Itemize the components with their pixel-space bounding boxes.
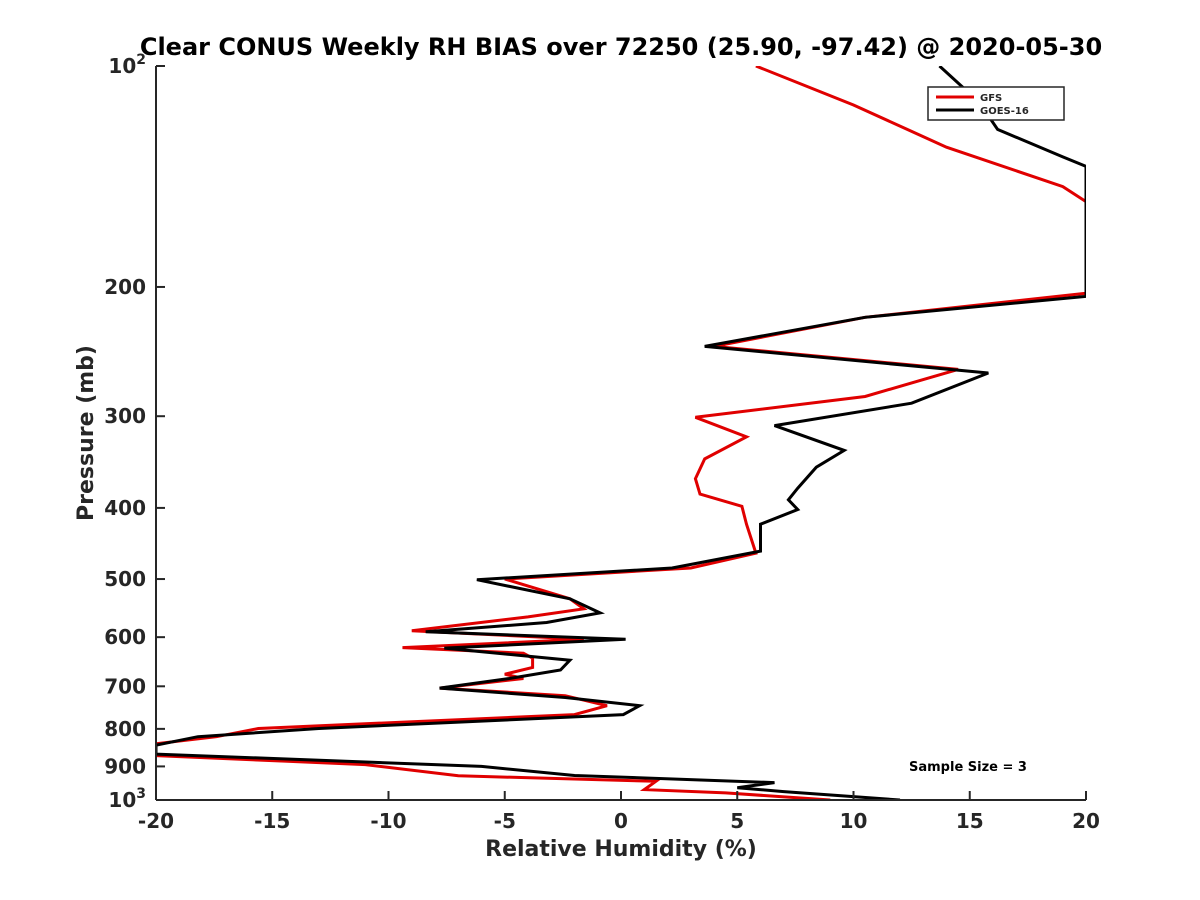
chart-title: Clear CONUS Weekly RH BIAS over 72250 (2… — [140, 33, 1102, 61]
x-tick-label: 0 — [614, 809, 628, 833]
x-tick-label: -5 — [494, 809, 516, 833]
legend-box — [927, 86, 1065, 121]
x-tick-label: -20 — [138, 809, 174, 833]
y-tick-label: 200 — [104, 275, 146, 299]
y-tick-label: 700 — [104, 674, 146, 698]
legend-label: GFS — [980, 93, 1002, 104]
legend: GFS GOES-16 — [927, 86, 1065, 121]
y-tick-label: 102 — [108, 52, 146, 78]
x-tick-label: 20 — [1072, 809, 1100, 833]
y-tick-label: 103 — [108, 786, 146, 812]
x-tick-label: 15 — [956, 809, 984, 833]
plot-area — [156, 66, 1086, 800]
x-tick-label: -15 — [254, 809, 290, 833]
x-axis-label: Relative Humidity (%) — [485, 837, 757, 862]
series-layer — [156, 66, 1086, 800]
legend-label: GOES-16 — [980, 106, 1029, 117]
x-tick-label: -10 — [370, 809, 406, 833]
y-tick-label: 300 — [104, 404, 146, 428]
y-tick-label: 900 — [104, 754, 146, 778]
y-ticks: 102 200 300 400 500 600 700 800 900 103 — [104, 52, 165, 812]
y-tick-label: 800 — [104, 717, 146, 741]
x-tick-label: 10 — [840, 809, 868, 833]
y-tick-label: 600 — [104, 625, 146, 649]
y-tick-label: 500 — [104, 567, 146, 591]
x-ticks: -20 -15 -10 -5 0 5 10 15 20 — [138, 791, 1100, 833]
y-axis-label: Pressure (mb) — [74, 345, 99, 521]
x-tick-label: 5 — [730, 809, 744, 833]
y-tick-label: 400 — [104, 496, 146, 520]
series-line-goes-16 — [156, 66, 1086, 800]
sample-size-annotation: Sample Size = 3 — [909, 760, 1027, 775]
